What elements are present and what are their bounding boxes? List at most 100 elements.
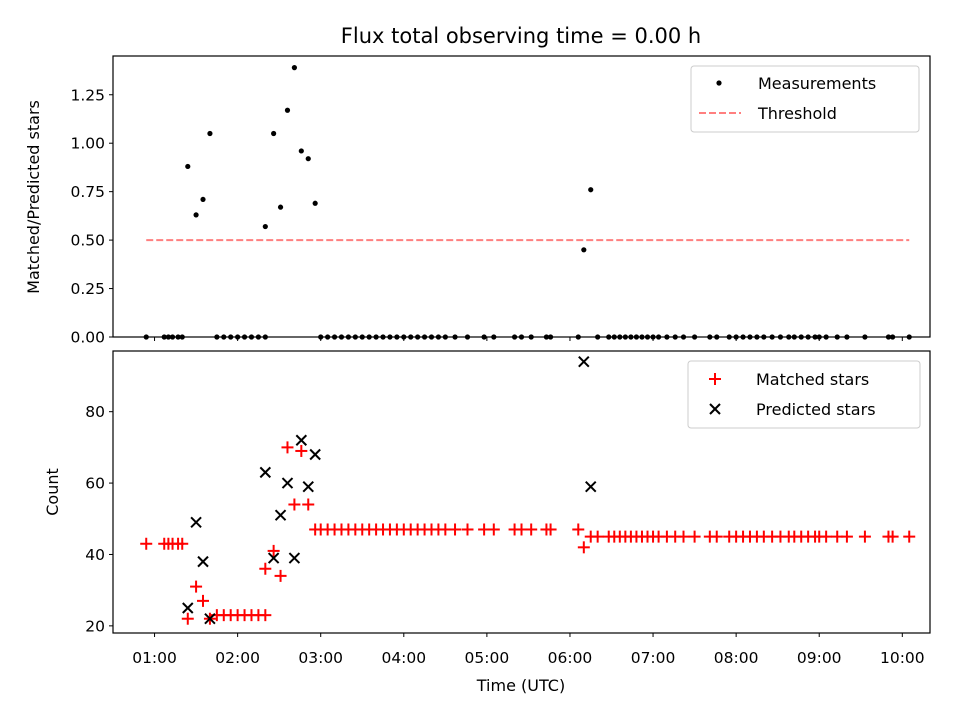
measurement-point [588, 187, 594, 193]
measurement-point [481, 334, 487, 340]
matched-star-point [176, 537, 189, 550]
measurement-point [387, 334, 393, 340]
x-tick-label: 01:00 [132, 649, 177, 667]
predicted-star-point [281, 477, 294, 489]
measurement-point [464, 334, 471, 340]
predicted-star-point [182, 602, 194, 614]
bottom-y-axis-label: Count [43, 468, 62, 516]
measurement-point [862, 334, 868, 340]
matched-star-point [449, 523, 462, 536]
matched-star-point [197, 594, 210, 607]
measurement-point [581, 247, 587, 253]
matched-star-point [903, 530, 916, 543]
measurement-point [823, 334, 829, 340]
measurements-legend-marker [716, 80, 722, 86]
measurement-point [452, 334, 458, 340]
top-legend: Measurements Threshold [690, 65, 920, 133]
measurement-point [622, 334, 628, 340]
predicted-star-point [288, 552, 301, 564]
top-y-axis-label: Matched/Predicted stars [24, 100, 43, 294]
matched-star-point [487, 523, 500, 536]
measurement-point [639, 334, 645, 340]
matched-star-point [461, 523, 474, 536]
measurement-point [791, 334, 797, 340]
measurement-point [528, 334, 534, 340]
measurement-point [241, 334, 248, 340]
x-tick-label: 03:00 [298, 649, 343, 667]
x-tick-label: 09:00 [797, 649, 842, 667]
x-tick-label: 05:00 [465, 649, 510, 667]
measurement-point [786, 334, 792, 340]
measurement-point [207, 130, 213, 137]
measurement-point [518, 334, 525, 340]
bottom-legend-box [687, 360, 921, 429]
matched-star-point [688, 530, 701, 543]
matched-star-point [525, 523, 538, 536]
measurement-point [221, 334, 227, 340]
measurement-point [890, 334, 896, 340]
measurement-point [352, 334, 358, 340]
measurement-point [421, 334, 428, 340]
measurement-point [834, 334, 840, 340]
measurement-point [805, 334, 811, 340]
measurement-point [617, 334, 623, 340]
predicted-star-point [197, 555, 209, 568]
measurement-point [595, 334, 601, 340]
measurement-point [248, 334, 255, 340]
measurement-point [906, 334, 912, 340]
matched-star-point [181, 612, 194, 625]
bottom-y-tick-label: 40 [85, 546, 105, 564]
measurement-point [345, 334, 352, 340]
matched-star-point [820, 530, 833, 543]
predicted-star-point [302, 480, 314, 493]
top-y-tick-label: 0.00 [70, 329, 105, 347]
top-y-tick-label: 0.50 [70, 232, 105, 250]
matched-star-point [259, 562, 272, 575]
matched-star-point [302, 498, 315, 511]
top-y-tick-label: 0.75 [70, 183, 105, 201]
measurement-point [428, 334, 435, 340]
measurement-point [885, 334, 892, 340]
bottom-legend: Matched stars Predicted stars [687, 360, 921, 429]
matched-star-point [190, 580, 203, 593]
measurement-point [769, 334, 775, 340]
measurement-point [761, 334, 767, 340]
measurement-point [740, 334, 746, 340]
measurement-point [165, 334, 171, 340]
x-axis-label: Time (UTC) [476, 676, 565, 695]
predicted-stars-legend-marker [709, 403, 721, 415]
matched-star-point [295, 444, 308, 457]
predicted-star-point [190, 516, 202, 529]
x-tick-label: 07:00 [631, 649, 676, 667]
measurement-point [338, 334, 345, 340]
predicted-star-point [309, 448, 321, 461]
top-legend-box [690, 65, 920, 133]
measurement-point [691, 334, 698, 340]
measurement-point [214, 334, 220, 340]
measurement-point [366, 334, 372, 340]
measurement-point [193, 212, 199, 218]
measurement-point [664, 334, 670, 340]
bottom-y-tick-label: 20 [85, 617, 105, 635]
matched-star-point [886, 530, 899, 543]
matched-star-point [572, 523, 585, 536]
measurement-point [611, 334, 617, 340]
matched-star-point [577, 541, 590, 554]
bottom-plot-frame [112, 350, 931, 634]
measurement-point [547, 334, 554, 340]
measurement-point [707, 334, 713, 340]
measurement-point [161, 334, 167, 340]
bottom-y-ticks: 20 40 60 80 [85, 403, 113, 635]
matched-star-point [710, 530, 723, 543]
measurement-point [284, 107, 291, 113]
top-x-ticks [154, 337, 903, 341]
bottom-y-tick-label: 80 [85, 403, 105, 421]
predicted-star-point [204, 613, 216, 625]
measurement-point [442, 334, 448, 340]
measurement-point [777, 334, 784, 340]
x-tick-label: 02:00 [215, 649, 260, 667]
top-y-ticks: 0.00 0.25 0.50 0.75 1.00 1.25 [70, 86, 113, 347]
measurement-point [655, 334, 662, 340]
